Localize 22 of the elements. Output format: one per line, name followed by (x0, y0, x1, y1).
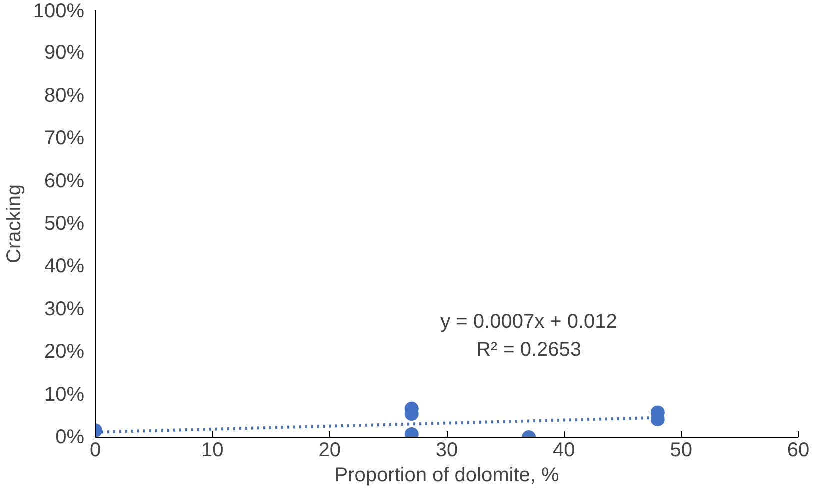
y-tick-label: 0% (56, 426, 85, 448)
y-tick-label: 100% (33, 0, 85, 22)
x-tick-label: 10 (202, 440, 224, 462)
x-tick-label: 30 (436, 440, 458, 462)
x-tick-label: 20 (318, 440, 341, 462)
y-tick-label: 70% (44, 128, 85, 150)
x-axis-title: Proportion of dolomite, % (334, 464, 560, 486)
annotation: y = 0.0007x + 0.012 (440, 311, 618, 334)
y-tick-label: 60% (44, 170, 85, 192)
annotation: R² = 0.2653 (476, 338, 582, 361)
y-tick-label: 10% (44, 384, 85, 406)
x-tick-label: 50 (670, 440, 692, 462)
y-tick-label: 30% (44, 298, 85, 320)
x-tick-label: 40 (553, 440, 576, 462)
y-tick-label: 50% (44, 213, 85, 235)
y-tick-label: 80% (44, 84, 85, 107)
y-tick-label: 40% (44, 256, 85, 278)
y-tick-label: 90% (44, 42, 85, 64)
y-axis-title: Cracking (3, 184, 26, 264)
y-tick-label: 20% (44, 341, 85, 364)
x-tick-label: 60 (787, 440, 810, 462)
x-tick-label: 0 (90, 440, 102, 462)
